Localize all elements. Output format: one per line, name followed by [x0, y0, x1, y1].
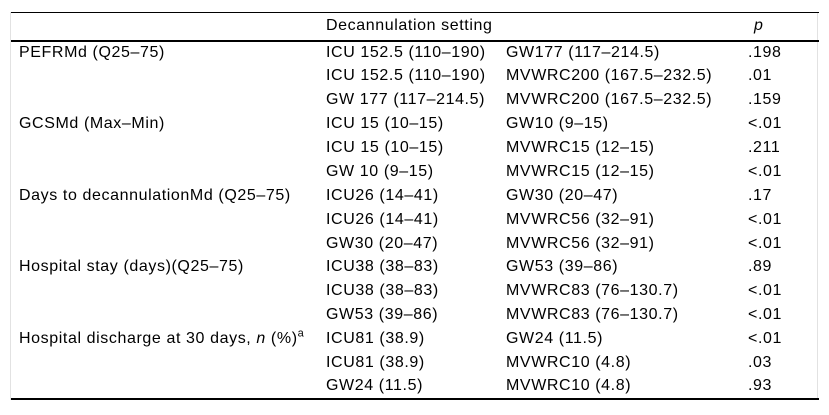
header-empty-cell: [11, 12, 326, 42]
p-value: .211: [748, 139, 781, 156]
table-row: GW 10 (9–15) MVWRC15 (12–15) <.01: [11, 160, 819, 184]
table-row: ICU38 (38–83) MVWRC83 (76–130.7) <.01: [11, 279, 819, 303]
row-label: [11, 88, 326, 112]
setting-cell-a: ICU38 (38–83): [326, 282, 439, 300]
p-value: <.01: [748, 282, 783, 300]
setting-cell-b: MVWRC10 (4.8): [506, 377, 632, 395]
p-value: .03: [748, 354, 773, 372]
setting-cell-b: MVWRC83 (76–130.7): [506, 282, 679, 300]
setting-cell-a: ICU81 (38.9): [326, 330, 425, 348]
table-row: GW53 (39–86) MVWRC83 (76–130.7) <.01: [11, 303, 819, 327]
p-value: <.01: [748, 210, 783, 228]
p-value: .93: [748, 377, 773, 395]
table-row: PEFRMd (Q25–75) ICU 152.5 (110–190) GW17…: [11, 41, 819, 65]
setting-cell-b: MVWRC200 (167.5–232.5): [506, 91, 713, 109]
setting-cell-a: GW53 (39–86): [326, 306, 439, 324]
setting-cell-b: GW177 (117–214.5): [506, 43, 660, 61]
row-label: [11, 64, 326, 88]
row-label: [11, 303, 326, 327]
table-row: Hospital discharge at 30 days, n (%)a IC…: [11, 327, 819, 351]
setting-cell-a: ICU 152.5 (110–190): [326, 43, 486, 61]
row-label: [11, 160, 326, 184]
row-label: [11, 351, 326, 375]
row-label: Days to decannulationMd (Q25–75): [19, 186, 291, 204]
table-row: GW30 (20–47) MVWRC56 (32–91) <.01: [11, 232, 819, 256]
setting-cell-b: MVWRC56 (32–91): [506, 210, 655, 228]
row-label: PEFRMd (Q25–75): [19, 43, 165, 61]
p-value: .198: [748, 43, 782, 61]
setting-cell-a: GW30 (20–47): [326, 234, 439, 252]
setting-cell-b: MVWRC10 (4.8): [506, 354, 632, 372]
header-row: Decannulation setting p: [11, 12, 820, 42]
setting-cell-a: ICU 15 (10–15): [326, 115, 444, 133]
table-row: GW 177 (117–214.5) MVWRC200 (167.5–232.5…: [11, 88, 819, 112]
table-row: ICU81 (38.9) MVWRC10 (4.8) .03: [11, 351, 819, 375]
decannulation-comparison-table: Decannulation setting p PEFRMd (Q25–75) …: [11, 12, 820, 400]
table-row: GW24 (11.5) MVWRC10 (4.8) .93: [11, 375, 819, 399]
setting-cell-a: GW 177 (117–214.5): [326, 91, 486, 109]
table-row: ICU 152.5 (110–190) MVWRC200 (167.5–232.…: [11, 64, 819, 88]
setting-cell-b: GW24 (11.5): [506, 330, 603, 348]
p-value: .17: [748, 186, 773, 204]
setting-cell-b: GW53 (39–86): [506, 258, 619, 276]
row-label: Hospital stay (days)(Q25–75): [19, 258, 244, 276]
setting-cell-b: MVWRC15 (12–15): [506, 139, 655, 156]
header-p-label: p: [748, 12, 820, 42]
table-row: Days to decannulationMd (Q25–75) ICU26 (…: [11, 184, 819, 208]
p-value: <.01: [748, 162, 783, 180]
row-label: GCSMd (Max–Min): [19, 115, 165, 133]
p-value: <.01: [748, 306, 783, 324]
setting-cell-a: GW24 (11.5): [326, 377, 423, 395]
p-value: <.01: [748, 115, 783, 133]
footnote-marker: a: [297, 327, 304, 340]
p-value: .159: [748, 91, 782, 109]
row-label: [11, 375, 326, 399]
p-value: <.01: [748, 330, 783, 348]
setting-cell-b: GW10 (9–15): [506, 115, 609, 133]
setting-cell-a: ICU81 (38.9): [326, 354, 425, 372]
p-value: <.01: [748, 234, 783, 252]
row-label: [11, 232, 326, 256]
setting-cell-a: ICU 152.5 (110–190): [326, 67, 486, 85]
row-label-text: Hospital discharge at 30 days,: [19, 330, 257, 348]
table-row: ICU 15 (10–15) MVWRC15 (12–15) .211: [11, 136, 819, 160]
table-row: ICU26 (14–41) MVWRC56 (32–91) <.01: [11, 208, 819, 232]
header-group-label: Decannulation setting: [326, 12, 749, 42]
row-label: [11, 136, 326, 160]
setting-cell-b: GW30 (20–47): [506, 186, 619, 204]
setting-cell-a: ICU38 (38–83): [326, 258, 439, 276]
table-row: GCSMd (Max–Min) ICU 15 (10–15) GW10 (9–1…: [11, 112, 819, 136]
row-label: Hospital discharge at 30 days, n (%)a: [11, 327, 326, 351]
row-label-n-symbol: n: [256, 330, 266, 348]
setting-cell-b: MVWRC200 (167.5–232.5): [506, 67, 713, 85]
row-label: [11, 279, 326, 303]
setting-cell-a: GW 10 (9–15): [326, 162, 434, 180]
comparison-table-figure: Decannulation setting p PEFRMd (Q25–75) …: [10, 12, 820, 400]
p-value: .89: [748, 258, 773, 276]
p-value: .01: [748, 67, 773, 85]
row-label: [11, 208, 326, 232]
row-label-percent: (%): [265, 330, 298, 348]
table-row: Hospital stay (days)(Q25–75) ICU38 (38–8…: [11, 256, 819, 280]
setting-cell-a: ICU26 (14–41): [326, 186, 439, 204]
setting-cell-a: ICU26 (14–41): [326, 210, 439, 228]
setting-cell-b: MVWRC15 (12–15): [506, 162, 655, 180]
setting-cell-b: MVWRC56 (32–91): [506, 234, 655, 252]
setting-cell-b: MVWRC83 (76–130.7): [506, 306, 679, 324]
setting-cell-a: ICU 15 (10–15): [326, 139, 444, 156]
